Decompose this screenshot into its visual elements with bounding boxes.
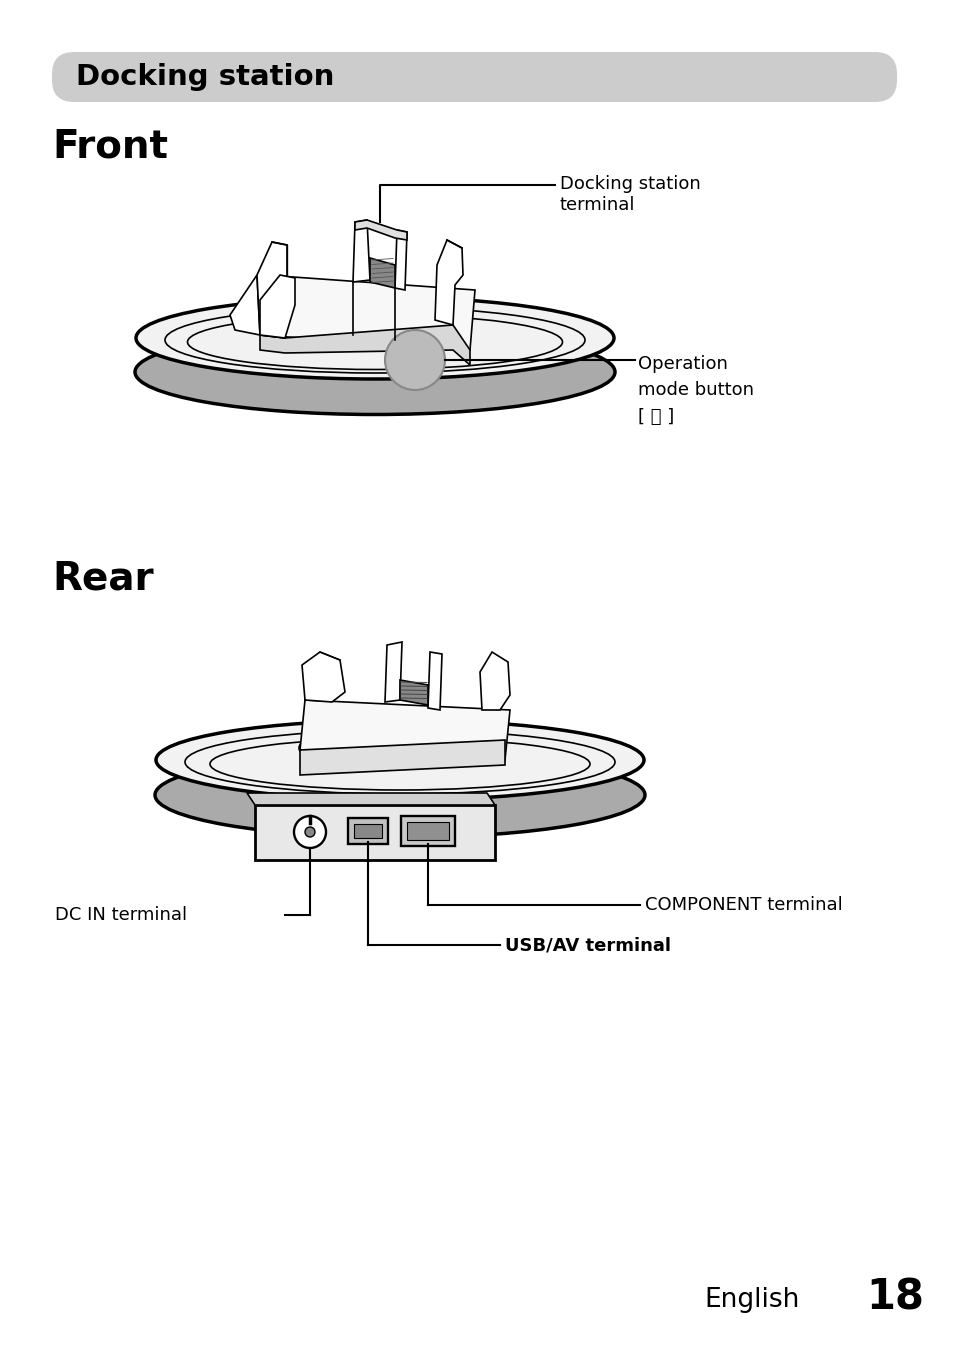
Text: Operation
mode button
[ ⓦ ]: Operation mode button [ ⓦ ] <box>638 355 753 426</box>
Polygon shape <box>260 274 294 338</box>
FancyBboxPatch shape <box>407 822 449 841</box>
Polygon shape <box>435 239 462 325</box>
FancyBboxPatch shape <box>354 824 381 838</box>
Ellipse shape <box>135 330 615 414</box>
Text: Front: Front <box>52 128 168 165</box>
Polygon shape <box>299 740 504 775</box>
Text: COMPONENT terminal: COMPONENT terminal <box>644 896 841 915</box>
Text: Docking station
terminal: Docking station terminal <box>559 175 700 214</box>
Circle shape <box>305 827 314 837</box>
Polygon shape <box>260 274 475 350</box>
Polygon shape <box>355 221 407 239</box>
Ellipse shape <box>136 297 614 379</box>
FancyBboxPatch shape <box>254 806 495 859</box>
Polygon shape <box>260 325 470 364</box>
Text: Rear: Rear <box>52 560 153 599</box>
Polygon shape <box>230 274 260 335</box>
Text: DC IN terminal: DC IN terminal <box>55 907 187 924</box>
Circle shape <box>294 816 326 847</box>
FancyBboxPatch shape <box>348 818 388 845</box>
FancyBboxPatch shape <box>400 816 455 846</box>
Polygon shape <box>399 681 428 705</box>
Polygon shape <box>256 242 287 338</box>
Text: English: English <box>704 1287 800 1313</box>
Polygon shape <box>302 652 345 702</box>
Polygon shape <box>395 230 407 291</box>
Polygon shape <box>247 794 495 806</box>
Polygon shape <box>370 258 395 288</box>
FancyBboxPatch shape <box>52 52 896 102</box>
Polygon shape <box>428 652 441 710</box>
Ellipse shape <box>156 720 643 800</box>
Polygon shape <box>353 221 370 282</box>
Text: USB/AV terminal: USB/AV terminal <box>504 936 670 954</box>
Circle shape <box>385 330 444 390</box>
Text: Docking station: Docking station <box>76 63 334 91</box>
Polygon shape <box>479 652 510 710</box>
Polygon shape <box>299 699 510 760</box>
Ellipse shape <box>154 752 644 838</box>
Text: 18: 18 <box>865 1276 923 1319</box>
Polygon shape <box>385 642 401 702</box>
